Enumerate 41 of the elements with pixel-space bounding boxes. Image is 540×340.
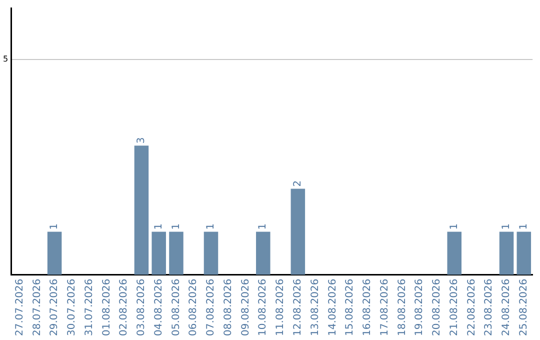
x-tick-label: 11.08.2026 [275,278,286,336]
x-tick-label: 01.08.2026 [101,278,112,336]
x-tick-label: 19.08.2026 [414,278,426,336]
x-tick-label: 20.08.2026 [432,278,443,336]
x-tick-label: 14.08.2026 [327,278,338,336]
x-tick-label: 10.08.2026 [258,278,269,336]
data-label: 1 [206,223,217,230]
x-tick-label: 06.08.2026 [188,278,200,336]
x-tick-label: 08.08.2026 [222,278,234,336]
data-label: 1 [501,223,512,230]
data-label: 3 [136,137,148,144]
x-tick-label: 27.07.2026 [14,278,26,336]
x-tick-label: 13.08.2026 [310,278,321,336]
data-label: 1 [49,223,60,230]
data-label: 1 [448,223,460,230]
x-tick-label: 04.08.2026 [153,278,164,336]
x-tick-label: 03.08.2026 [136,278,148,336]
x-tick-label: 31.07.2026 [84,278,95,336]
x-tick-label: 09.08.2026 [240,278,252,336]
x-tick-label: 30.07.2026 [66,278,78,336]
x-tick-label: 16.08.2026 [362,278,374,336]
x-tick-label: 02.08.2026 [118,278,130,336]
x-tick-label: 21.08.2026 [448,278,460,336]
x-tick-label: 22.08.2026 [466,278,478,336]
data-label: 1 [153,223,164,230]
y-tick-label: 5 [2,54,8,64]
x-tick-label: 24.08.2026 [501,278,512,336]
data-label: 1 [518,223,530,230]
x-tick-label: 23.08.2026 [484,278,495,336]
x-tick-label: 12.08.2026 [292,278,304,336]
x-tick-label: 07.08.2026 [206,278,217,336]
data-label: 1 [258,223,269,230]
x-tick-label: 05.08.2026 [170,278,182,336]
x-tick-label: 25.08.2026 [518,278,530,336]
x-tick-label: 15.08.2026 [344,278,356,336]
x-tick-label: 18.08.2026 [396,278,408,336]
data-label: 2 [292,180,304,187]
x-tick-label: 28.07.2026 [32,278,43,336]
x-tick-label: 29.07.2026 [49,278,60,336]
x-tick-label: 17.08.2026 [379,278,390,336]
data-label: 1 [170,223,182,230]
